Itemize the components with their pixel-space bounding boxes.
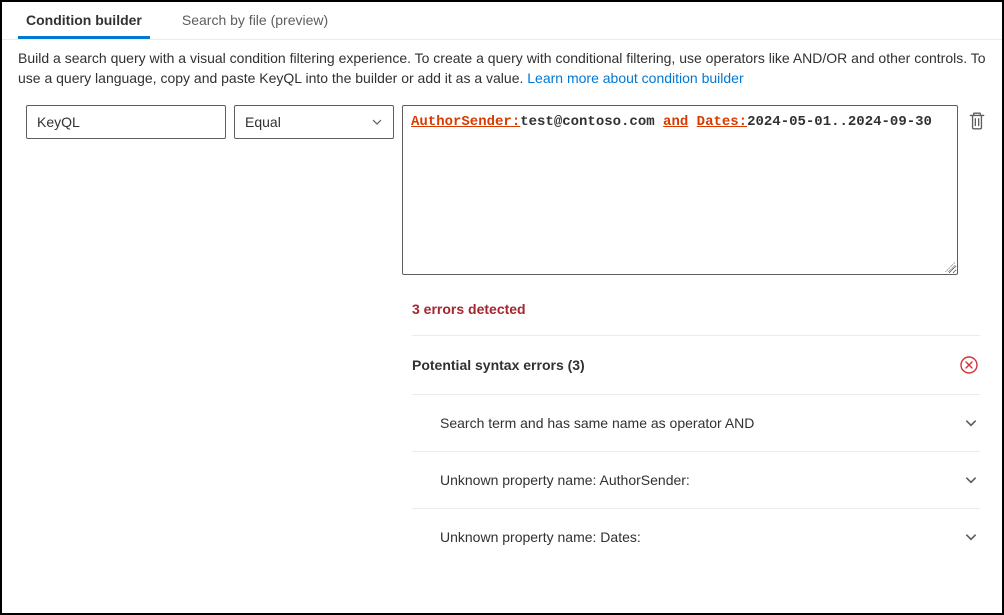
tab-condition-builder[interactable]: Condition builder (18, 2, 150, 39)
description-body: Build a search query with a visual condi… (18, 50, 986, 86)
error-item[interactable]: Unknown property name: AuthorSender: (412, 451, 980, 508)
query-wrap: AuthorSender:test@contoso.com and Dates:… (402, 105, 986, 275)
query-token-value: test@contoso.com (520, 114, 663, 130)
error-item[interactable]: Search term and has same name as operato… (412, 394, 980, 451)
chevron-down-icon (964, 530, 978, 544)
field-name-input[interactable] (26, 105, 226, 139)
query-token-value: 2024-05-01..2024-09-30 (747, 114, 932, 130)
errors-region: 3 errors detected Potential syntax error… (412, 275, 1002, 565)
error-item-label: Search term and has same name as operato… (440, 415, 754, 431)
learn-more-link[interactable]: Learn more about condition builder (527, 70, 743, 86)
error-x-icon (960, 356, 978, 374)
tab-bar: Condition builder Search by file (previe… (2, 2, 1002, 40)
error-count-label: 3 errors detected (412, 275, 980, 335)
condition-row: Equal AuthorSender:test@contoso.com and … (2, 101, 1002, 275)
delete-icon[interactable] (968, 111, 986, 131)
error-group-label: Potential syntax errors (3) (412, 357, 585, 373)
error-group-header[interactable]: Potential syntax errors (3) (412, 336, 980, 394)
query-token-space (688, 114, 696, 130)
chevron-down-icon (371, 116, 383, 128)
chevron-down-icon (964, 416, 978, 430)
error-item-label: Unknown property name: Dates: (440, 529, 641, 545)
tab-search-by-file[interactable]: Search by file (preview) (174, 2, 336, 39)
query-textarea[interactable]: AuthorSender:test@contoso.com and Dates:… (402, 105, 958, 275)
operator-select[interactable]: Equal (234, 105, 394, 139)
description-text: Build a search query with a visual condi… (2, 40, 1002, 101)
query-token-property: Dates: (697, 114, 747, 130)
query-token-property: AuthorSender: (411, 114, 520, 130)
operator-selected-label: Equal (245, 114, 281, 130)
query-token-operator: and (663, 114, 688, 130)
chevron-down-icon (964, 473, 978, 487)
error-item[interactable]: Unknown property name: Dates: (412, 508, 980, 565)
error-item-label: Unknown property name: AuthorSender: (440, 472, 690, 488)
